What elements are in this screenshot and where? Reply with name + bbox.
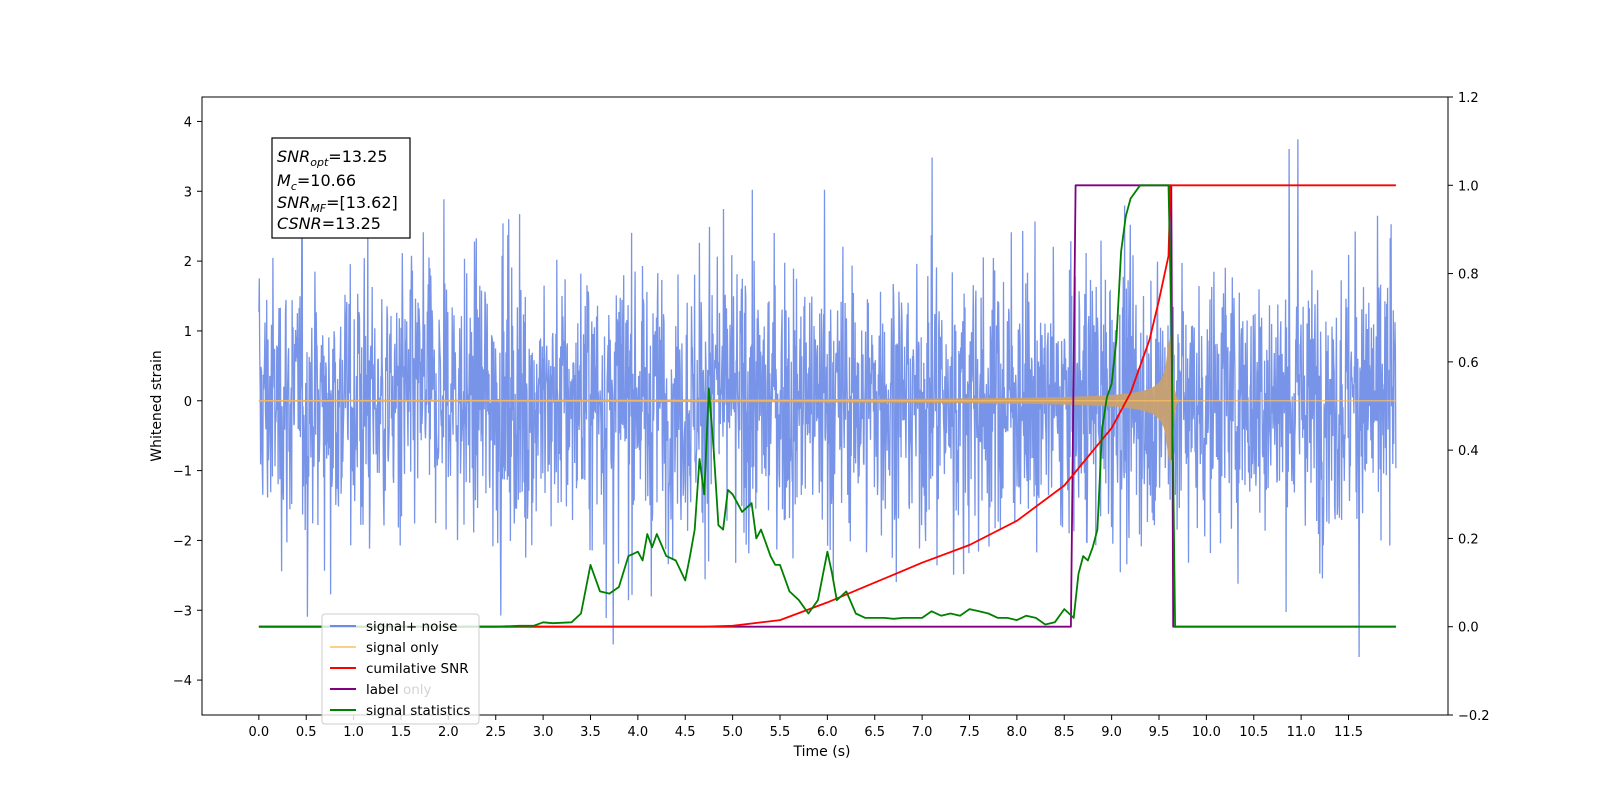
x-tick-label: 11.5 (1334, 725, 1363, 740)
legend-hidden-label: label only (366, 682, 432, 698)
right-y-tick-label: −0.2 (1458, 709, 1490, 724)
right-y-tick-label: 1.2 (1458, 91, 1479, 106)
x-tick-label: 9.0 (1101, 725, 1122, 740)
legend-label-csnr: cumilative SNR (366, 661, 469, 677)
x-tick-label: 2.5 (485, 725, 506, 740)
x-tick-label: 10.0 (1192, 725, 1221, 740)
x-tick-label: 0.5 (296, 725, 317, 740)
right-y-tick-label: 1.0 (1458, 179, 1479, 194)
x-tick-label: 6.0 (817, 725, 838, 740)
left-y-tick-label: 1 (184, 325, 192, 340)
x-tick-label: 3.5 (580, 725, 601, 740)
x-tick-label: 11.0 (1287, 725, 1316, 740)
y-axis-label: Whitened strain (149, 350, 165, 461)
plot-frame (201, 96, 1449, 716)
x-tick-label: 9.5 (1149, 725, 1170, 740)
x-tick-label: 4.5 (675, 725, 696, 740)
x-tick-label: 1.5 (391, 725, 412, 740)
x-tick-label: 10.5 (1239, 725, 1268, 740)
signal-statistics-line (258, 184, 1396, 628)
x-tick-label: 8.5 (1054, 725, 1075, 740)
left-y-tick-label: −1 (173, 465, 192, 480)
right-y-tick-label: 0.6 (1458, 356, 1479, 371)
annotation-line-1: SNRopt=13.25 (277, 147, 388, 169)
left-y-tick-label: 3 (184, 185, 192, 200)
x-tick-label: 1.0 (343, 725, 364, 740)
x-tick-label: 2.0 (438, 725, 459, 740)
x-axis-label: Time (s) (793, 744, 851, 760)
legend-label-label: label (366, 682, 399, 698)
left-y-tick-label: 2 (184, 255, 192, 270)
annotation-line-4: CSNR=13.25 (277, 214, 381, 233)
right-y-tick-label: 0.4 (1458, 444, 1479, 459)
x-tick-label: 5.0 (722, 725, 743, 740)
annotation-box: SNRopt=13.25 Mc=10.66 SNRMF=[13.62] CSNR… (271, 137, 411, 239)
x-tick-label: 7.0 (912, 725, 933, 740)
cumilative-snr-line (258, 184, 1396, 628)
right-axis-series (258, 184, 1396, 628)
signal-only-series (258, 336, 1396, 466)
annotation-line-3: SNRMF=[13.62] (277, 193, 398, 215)
x-tick-label: 3.0 (533, 725, 554, 740)
legend-label-signal: signal only (366, 640, 439, 656)
left-y-axis-ticks: 4 3 2 1 0 −1 −2 −3 −4 (173, 115, 202, 689)
right-y-axis-ticks: 1.2 1.0 0.8 0.6 0.4 0.2 0.0 −0.2 (1448, 91, 1490, 724)
x-tick-label: 4.0 (628, 725, 649, 740)
x-tick-label: 0.0 (249, 725, 270, 740)
legend: signal+ noise signal only cumilative SNR… (321, 613, 480, 725)
left-y-tick-label: 4 (184, 115, 192, 130)
left-y-tick-label: −2 (173, 534, 192, 549)
x-tick-label: 5.5 (770, 725, 791, 740)
signal-plus-noise-series (258, 139, 1397, 658)
x-tick-label: 8.0 (1007, 725, 1028, 740)
right-y-tick-label: 0.8 (1458, 268, 1479, 283)
x-tick-label: 7.5 (959, 725, 980, 740)
annotation-line-2: Mc=10.66 (277, 171, 356, 193)
right-y-tick-label: 0.2 (1458, 532, 1479, 547)
x-tick-label: 6.5 (864, 725, 885, 740)
x-axis-ticks: 0.0 0.5 1.0 1.5 2.0 2.5 3.0 3.5 4.0 4.5 5.0 5.5 6.0 6… (249, 715, 1363, 740)
left-y-tick-label: −4 (173, 674, 192, 689)
left-y-tick-label: 0 (184, 395, 192, 410)
signal-plus-noise-line (258, 139, 1397, 658)
left-y-tick-label: −3 (173, 604, 192, 619)
right-y-tick-label: 0.0 (1458, 621, 1479, 636)
legend-label-stats: signal statistics (366, 703, 470, 719)
legend-label-noise: signal+ noise (366, 619, 457, 635)
